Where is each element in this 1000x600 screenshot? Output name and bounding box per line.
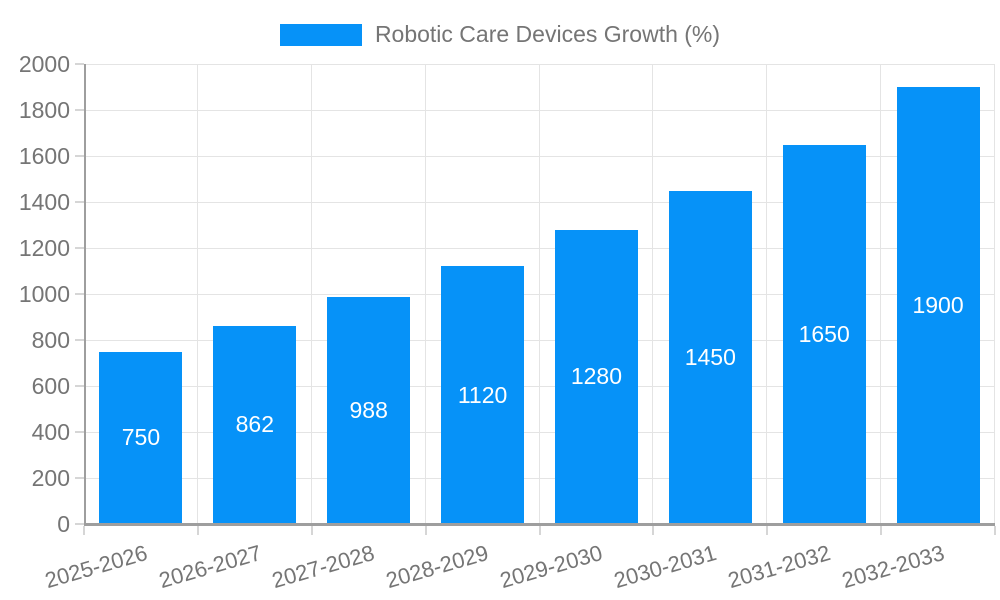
legend-label: Robotic Care Devices Growth (%) bbox=[374, 21, 721, 47]
gridline-horizontal bbox=[84, 385, 995, 387]
y-tick-mark bbox=[75, 477, 84, 479]
y-tick-mark bbox=[75, 201, 84, 203]
bar-value-label: 988 bbox=[349, 396, 388, 423]
x-tick-label: 2029-2030 bbox=[497, 540, 606, 594]
bar-value-label: 1900 bbox=[912, 292, 964, 318]
y-tick-mark bbox=[75, 385, 84, 387]
x-tick-mark bbox=[424, 526, 427, 535]
x-tick-mark bbox=[652, 526, 655, 535]
y-tick-label: 800 bbox=[31, 327, 70, 353]
y-tick-label: 200 bbox=[31, 465, 70, 491]
bar-2028-2029: 1120 bbox=[441, 266, 525, 524]
gridline-horizontal bbox=[84, 155, 995, 157]
y-tick-label: 1600 bbox=[18, 143, 70, 169]
y-tick-mark bbox=[75, 63, 84, 65]
bar-value-label: 862 bbox=[235, 411, 274, 438]
bar-2027-2028: 988 bbox=[327, 296, 411, 524]
gridline-horizontal bbox=[84, 201, 995, 203]
y-tick-mark bbox=[75, 293, 84, 295]
gridline-vertical bbox=[538, 64, 540, 524]
y-tick-mark bbox=[75, 109, 84, 111]
bar-value-label: 1280 bbox=[570, 363, 623, 390]
gridline-vertical bbox=[310, 64, 312, 524]
x-tick-mark bbox=[880, 526, 883, 535]
y-tick-mark bbox=[75, 155, 84, 157]
gridline-vertical bbox=[652, 64, 654, 524]
y-tick-label: 1200 bbox=[18, 235, 70, 261]
plot-area: 750 862 988 1120 1280 1450 1650 1900 bbox=[84, 63, 995, 526]
x-tick-label: 2026-2027 bbox=[155, 540, 264, 594]
y-tick-label: 1800 bbox=[18, 97, 70, 123]
x-axis-line bbox=[84, 523, 995, 526]
y-tick-label: 400 bbox=[31, 419, 70, 445]
x-tick-label: 2027-2028 bbox=[269, 540, 378, 594]
y-tick-label: 600 bbox=[31, 373, 70, 399]
gridline-vertical bbox=[424, 64, 426, 524]
gridline-horizontal bbox=[84, 63, 995, 65]
gridline-vertical bbox=[766, 64, 768, 524]
x-tick-mark bbox=[310, 526, 313, 535]
y-axis-line bbox=[84, 64, 86, 524]
y-tick-label: 2000 bbox=[18, 51, 70, 77]
gridline-vertical bbox=[994, 64, 995, 524]
y-tick-label: 1400 bbox=[18, 189, 70, 215]
gridline-horizontal bbox=[84, 247, 995, 249]
y-tick-label: 1000 bbox=[18, 281, 70, 307]
bar-2032-2033: 1900 bbox=[896, 87, 980, 524]
x-tick-mark bbox=[83, 526, 85, 535]
legend-swatch bbox=[279, 23, 362, 46]
gridline-horizontal bbox=[84, 431, 995, 433]
y-tick-label: 0 bbox=[57, 511, 70, 537]
y-tick-mark bbox=[75, 339, 84, 341]
gridline-vertical bbox=[196, 64, 198, 524]
gridline-horizontal bbox=[84, 477, 995, 479]
y-tick-mark bbox=[75, 523, 84, 525]
gridline-vertical bbox=[880, 64, 882, 524]
gridline-horizontal bbox=[84, 339, 995, 341]
x-tick-label: 2032-2033 bbox=[838, 540, 947, 594]
bar-2031-2032: 1650 bbox=[782, 144, 866, 524]
bar-2025-2026: 750 bbox=[99, 351, 183, 524]
x-tick-label: 2030-2031 bbox=[611, 540, 720, 594]
legend: Robotic Care Devices Growth (%) bbox=[0, 21, 1000, 48]
x-tick-label: 2031-2032 bbox=[725, 540, 834, 594]
x-tick-label: 2028-2029 bbox=[383, 540, 492, 594]
bar-2029-2030: 1280 bbox=[554, 229, 638, 524]
bar-value-label: 1450 bbox=[684, 343, 736, 370]
x-tick-mark bbox=[994, 526, 996, 535]
bar-2030-2031: 1450 bbox=[668, 190, 752, 524]
y-tick-mark bbox=[75, 247, 84, 249]
x-tick-mark bbox=[766, 526, 769, 535]
bar-2026-2027: 862 bbox=[213, 325, 297, 524]
gridline-horizontal bbox=[84, 109, 995, 111]
gridline-horizontal bbox=[84, 293, 995, 295]
x-tick-mark bbox=[538, 526, 541, 535]
bar-value-label: 750 bbox=[121, 424, 161, 451]
y-tick-mark bbox=[75, 431, 84, 433]
bar-value-label: 1650 bbox=[798, 320, 850, 347]
bar-value-label: 1120 bbox=[457, 381, 508, 408]
x-tick-mark bbox=[196, 526, 199, 535]
x-tick-label: 2025-2026 bbox=[41, 540, 150, 594]
